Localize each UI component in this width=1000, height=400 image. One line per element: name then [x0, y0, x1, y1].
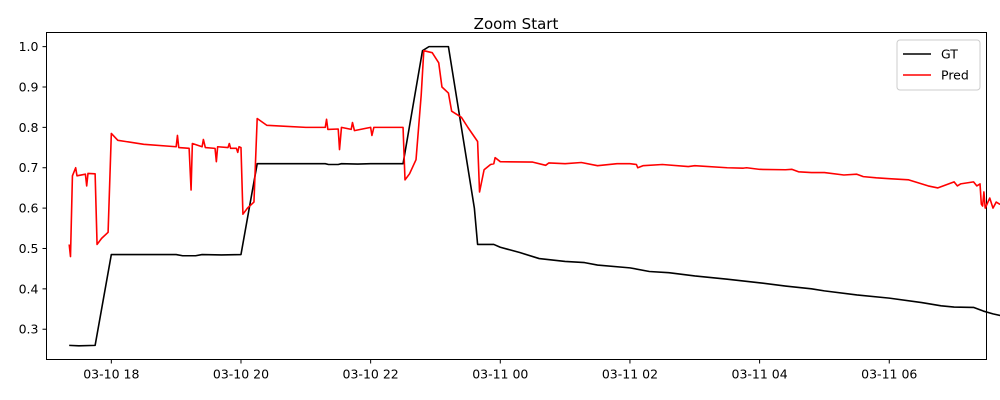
x-tick-label: 03-11 06 — [861, 367, 917, 382]
y-tick-label: 0.4 — [19, 281, 39, 296]
legend-box — [896, 39, 981, 91]
y-tick-label: 0.6 — [19, 201, 39, 216]
legend: GT Pred — [896, 39, 981, 91]
series-layer — [68, 45, 1000, 347]
x-tick-label: 03-11 04 — [732, 367, 788, 382]
series-line-pred — [68, 49, 1000, 258]
y-tick-label: 0.8 — [19, 120, 39, 135]
chart-title: Zoom Start — [474, 15, 559, 33]
x-tick-label: 03-10 22 — [343, 367, 399, 382]
x-axis: 03-10 18 03-10 20 03-10 22 03-11 00 03-11 02… — [83, 359, 917, 382]
x-tick-label: 03-11 02 — [602, 367, 658, 382]
legend-label: Pred — [941, 68, 969, 83]
y-tick-label: 0.7 — [19, 160, 39, 175]
plot-area — [46, 32, 987, 360]
legend-label: GT — [941, 47, 958, 62]
x-tick-label: 03-10 18 — [83, 367, 139, 382]
y-tick-label: 0.5 — [19, 241, 39, 256]
series-line-gt — [69, 45, 1000, 347]
y-tick-label: 0.9 — [19, 80, 39, 95]
y-tick-label: 1.0 — [19, 39, 39, 54]
y-tick-label: 0.3 — [19, 322, 39, 337]
x-tick-label: 03-10 20 — [213, 367, 269, 382]
x-tick-label: 03-11 00 — [472, 367, 528, 382]
y-axis: 0.3 0.4 0.5 0.6 0.7 0.8 0.9 1.0 — [19, 39, 47, 337]
